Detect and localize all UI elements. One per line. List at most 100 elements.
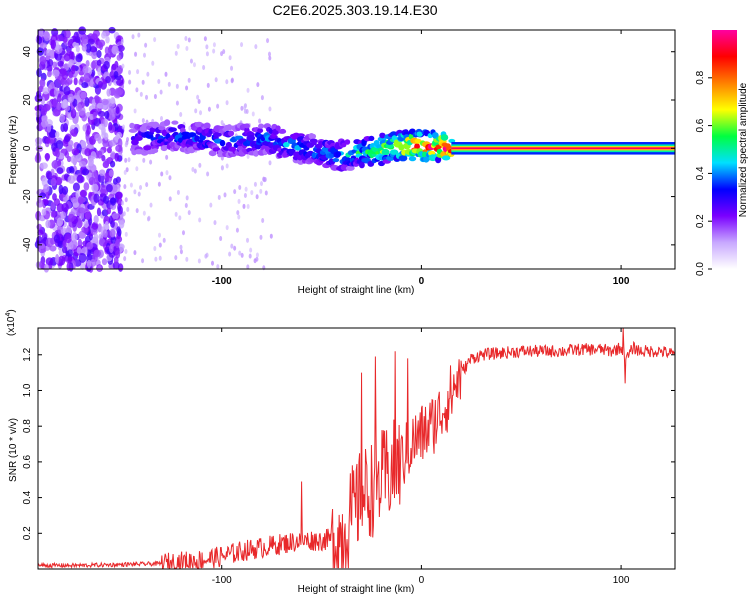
spectrogram-cell xyxy=(46,123,52,133)
spectrogram-cell xyxy=(368,135,375,142)
spectrogram-cell xyxy=(268,106,272,112)
spectrogram-cell xyxy=(206,82,210,88)
spectrogram-cell xyxy=(114,152,120,162)
spectrogram-cell xyxy=(93,249,101,258)
spectrogram-cell xyxy=(96,59,102,66)
spectrogram-cell xyxy=(185,85,189,91)
spectrogram-cell xyxy=(115,87,124,96)
spectrogram-cell xyxy=(248,253,252,259)
spectrogram-cell xyxy=(39,162,48,170)
spectrogram-cell xyxy=(106,207,112,215)
spectrogram-cell xyxy=(71,64,76,75)
spectrogram-cell xyxy=(246,87,250,93)
spectrogram-cell xyxy=(249,247,253,253)
spectrogram-cell xyxy=(43,184,50,193)
spectrogram-cell xyxy=(174,211,178,217)
spectrogram-cell xyxy=(131,139,139,146)
spectrogram-cell xyxy=(260,95,264,101)
spectrogram-cell xyxy=(187,37,191,43)
spectrogram-cell xyxy=(91,98,96,109)
spectrogram-cell xyxy=(194,135,200,142)
spectrogram-cell xyxy=(122,211,126,217)
colorbar: 0.0 0.2 0.4 0.6 0.8 Normalized spectral ampl… xyxy=(695,30,749,276)
spectrogram-cell xyxy=(41,114,48,122)
spectrogram-cell xyxy=(205,51,209,57)
spectrogram-cell xyxy=(176,189,180,195)
spectrogram-cell xyxy=(124,142,128,148)
spectrogram-cell xyxy=(49,245,57,252)
spectrogram-cell xyxy=(77,207,86,214)
spectrogram-cell xyxy=(60,211,67,220)
spectrogram-cell xyxy=(112,261,120,270)
spectrogram-cell xyxy=(121,124,125,130)
spectrogram-cell xyxy=(106,147,112,154)
spectrogram-cell xyxy=(71,232,78,242)
spectrogram-cell xyxy=(108,169,114,177)
spectrogram-cell xyxy=(178,215,182,221)
spectrogram-cell xyxy=(79,190,87,198)
spectrogram-cell xyxy=(268,160,272,166)
spectrogram-cell xyxy=(133,250,137,256)
spectrogram-cell xyxy=(256,82,260,88)
spectrogram-cell xyxy=(268,51,272,57)
spectrogram-cell xyxy=(212,48,216,54)
spectrogram-cell xyxy=(168,175,172,181)
spectrogram-cell xyxy=(61,202,69,213)
spectrogram-cell xyxy=(238,184,242,190)
spectrogram-cell xyxy=(167,81,171,87)
spectrogram-cell xyxy=(70,129,77,137)
colorbar-tick-label: 0.6 xyxy=(695,118,706,132)
spectrogram-y-tick-label: 20 xyxy=(22,94,33,106)
spectrogram-cell xyxy=(259,188,263,194)
spectrogram-cell xyxy=(61,245,68,254)
spectrogram-cell xyxy=(198,162,202,168)
spectrogram-cell xyxy=(85,59,90,68)
spectrogram-cell xyxy=(230,243,234,249)
spectrogram-cell xyxy=(86,241,94,250)
spectrogram-cell xyxy=(184,36,188,42)
spectrogram-cell xyxy=(219,236,223,242)
spectrogram-cell xyxy=(45,49,53,56)
spectrogram-cell xyxy=(223,192,227,198)
spectrogram-cell xyxy=(344,139,351,145)
spectrogram-cell xyxy=(185,256,189,262)
spectrogram-cell xyxy=(70,108,77,119)
spectrogram-cell xyxy=(110,97,116,104)
spectrogram-cell xyxy=(441,155,451,161)
spectrogram-cell xyxy=(124,231,128,237)
spectrogram-cell xyxy=(142,210,146,216)
spectrogram-cell xyxy=(116,44,125,52)
spectrogram-cell xyxy=(56,102,62,111)
spectrogram-cell xyxy=(78,26,87,35)
spectrogram-x-tick-label: -100 xyxy=(212,276,232,287)
spectrogram-x-label: Height of straight line (km) xyxy=(298,285,415,296)
spectrogram-cell xyxy=(135,208,139,214)
spectrogram-cell xyxy=(40,119,49,128)
spectrogram-cell xyxy=(159,116,163,122)
spectrogram-cell xyxy=(93,193,100,203)
spectrogram-cell xyxy=(120,38,124,44)
spectrogram-cell xyxy=(63,122,69,132)
spectrogram-cell xyxy=(211,260,215,266)
spectrogram-cell xyxy=(101,258,108,266)
spectrogram-cell xyxy=(160,171,164,177)
spectrogram-cell xyxy=(185,195,189,201)
snr-y-tick-label: 0.8 xyxy=(22,419,33,433)
spectrogram-cell xyxy=(43,31,51,42)
spectrogram-cell xyxy=(73,77,78,86)
spectrogram-cell xyxy=(164,71,168,77)
spectrogram-cell xyxy=(104,172,110,182)
spectrogram-cell xyxy=(46,70,52,78)
spectrogram-cell xyxy=(128,79,132,85)
ridge-band-layer xyxy=(451,147,675,150)
spectrogram-cell xyxy=(39,260,45,269)
spectrogram-cell xyxy=(87,38,95,45)
spectrogram-cell xyxy=(56,167,64,175)
spectrogram-cell xyxy=(260,181,264,187)
snr-y-label: SNR (10 * v/v) xyxy=(8,418,19,482)
spectrogram-cell xyxy=(160,145,168,152)
spectrogram-cell xyxy=(50,210,56,218)
spectrogram-cell xyxy=(416,131,423,137)
spectrogram-cell xyxy=(123,170,127,176)
spectrogram-y-tick-label: 40 xyxy=(22,46,33,58)
